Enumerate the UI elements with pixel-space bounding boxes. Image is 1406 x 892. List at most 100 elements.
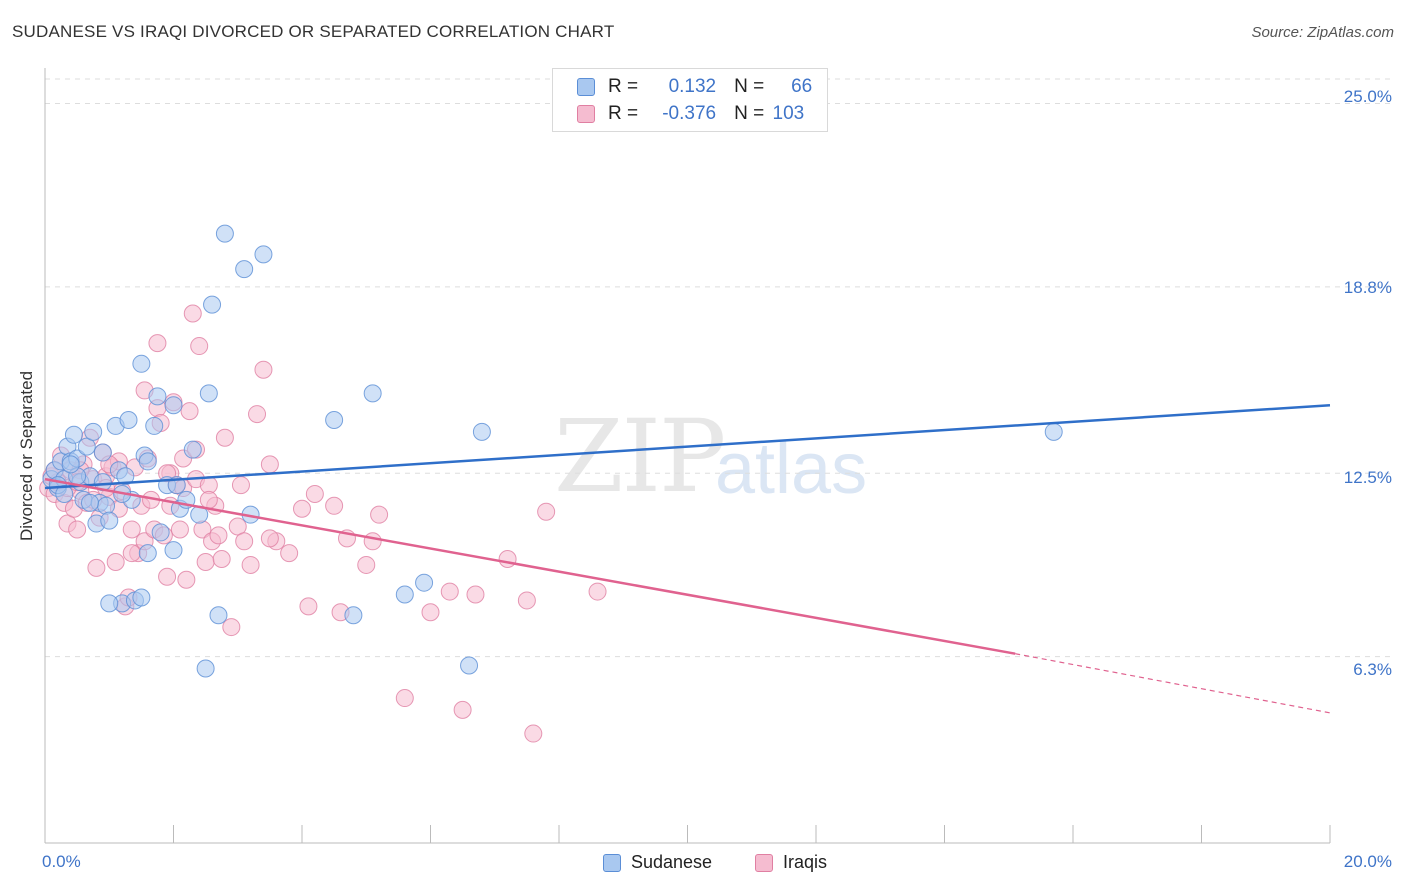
iraqis-point — [215, 428, 234, 447]
legend-label: Iraqis — [783, 852, 828, 872]
iraqis-point — [122, 520, 141, 539]
sudanese-point — [164, 541, 183, 560]
r-value: 0.132 — [668, 76, 717, 97]
sudanese-point — [119, 411, 138, 430]
y-tick-label: 12.5% — [1343, 468, 1392, 487]
iraqis-point — [254, 360, 273, 379]
sudanese-point — [138, 452, 157, 471]
iraqis-point — [453, 700, 472, 719]
iraqis-point — [248, 405, 267, 424]
iraqis-trend-line — [44, 477, 1016, 655]
sudanese-point — [145, 416, 164, 435]
sudanese-point — [363, 384, 382, 403]
sudanese-point — [97, 496, 116, 515]
sudanese-legend-swatch — [603, 853, 621, 872]
iraqis-point — [241, 555, 260, 574]
sudanese-point — [132, 354, 151, 373]
iraqis-point — [158, 567, 177, 586]
iraqis-point — [190, 337, 209, 356]
sudanese-point — [55, 484, 74, 503]
sudanese-swatch — [577, 78, 595, 96]
iraqis-point — [370, 505, 389, 524]
r-value: -0.376 — [662, 103, 717, 124]
sudanese-point — [235, 260, 254, 279]
legend-item-sudanese[interactable]: Sudanese — [603, 852, 712, 873]
iraqis-point — [363, 532, 382, 551]
iraqis-point — [209, 526, 228, 545]
series-legend: Sudanese Iraqis — [0, 852, 1406, 876]
iraqis-point — [421, 603, 440, 622]
iraqis-point — [280, 544, 299, 563]
n-value: 66 — [791, 76, 813, 97]
sudanese-point — [344, 606, 363, 625]
n-label: N = — [734, 103, 765, 124]
sudanese-point — [325, 411, 344, 430]
iraqis-point — [106, 552, 125, 571]
watermark-zip: ZIP — [554, 398, 726, 515]
sudanese-point — [100, 594, 119, 613]
sudanese-point — [183, 440, 202, 459]
y-axis-label-wrap: Divorced or Separated — [17, 371, 37, 541]
iraqis-point — [68, 520, 87, 539]
iraqis-point — [440, 582, 459, 601]
legend-row-iraqis: R = -0.376 N = 103 — [577, 101, 804, 127]
iraqis-point — [260, 529, 279, 548]
n-label: N = — [734, 76, 765, 97]
iraqis-point — [466, 585, 485, 604]
iraqis-point — [498, 550, 517, 569]
iraqis-point — [260, 455, 279, 474]
iraqis-point — [183, 304, 202, 323]
iraqis-point — [148, 334, 167, 353]
stats-legend: R = 0.132 N = 66 R = -0.376 N = 103 — [552, 68, 828, 132]
iraqis-point — [87, 558, 106, 577]
sudanese-point — [93, 443, 112, 462]
iraqis-trend-extension — [1015, 653, 1331, 714]
legend-row-sudanese: R = 0.132 N = 66 — [577, 74, 812, 100]
iraqis-point — [537, 502, 556, 521]
sudanese-point — [64, 425, 83, 444]
sudanese-point — [164, 396, 183, 415]
iraqis-point — [199, 490, 218, 509]
sudanese-point — [460, 656, 479, 675]
source-label: Source: ZipAtlas.com — [1251, 24, 1394, 41]
iraqis-point — [517, 591, 536, 610]
y-tick-label: 25.0% — [1343, 87, 1392, 106]
iraqis-swatch — [577, 105, 595, 123]
sudanese-point — [100, 511, 119, 530]
iraqis-point — [170, 520, 189, 539]
iraqis-point — [231, 476, 250, 495]
iraqis-point — [395, 689, 414, 708]
iraqis-point — [222, 618, 241, 637]
iraqis-point — [180, 402, 199, 421]
sudanese-point — [138, 544, 157, 563]
iraqis-point — [357, 555, 376, 574]
iraqis-point — [235, 532, 254, 551]
sudanese-point — [415, 573, 434, 592]
iraqis-point — [177, 570, 196, 589]
sudanese-point — [199, 384, 218, 403]
sudanese-point — [148, 387, 167, 406]
iraqis-point — [524, 724, 543, 743]
y-tick-label: 18.8% — [1343, 278, 1392, 297]
sudanese-point — [84, 422, 103, 441]
sudanese-point — [61, 455, 80, 474]
sudanese-point — [472, 422, 491, 441]
sudanese-point — [215, 224, 234, 243]
n-value: 103 — [772, 103, 805, 124]
y-axis-label: Divorced or Separated — [17, 370, 36, 542]
sudanese-trend-line — [44, 403, 1331, 490]
iraqis-point — [588, 582, 607, 601]
sudanese-point — [1044, 422, 1063, 441]
sudanese-point — [151, 523, 170, 542]
sudanese-point — [209, 606, 228, 625]
sudanese-point — [203, 295, 222, 314]
legend-item-iraqis[interactable]: Iraqis — [755, 852, 827, 873]
iraqis-point — [212, 550, 231, 569]
sudanese-point — [395, 585, 414, 604]
sudanese-point — [196, 659, 215, 678]
iraqis-point — [196, 552, 215, 571]
y-tick-label: 6.3% — [1353, 660, 1392, 679]
sudanese-point — [80, 493, 99, 512]
iraqis-point — [325, 496, 344, 515]
